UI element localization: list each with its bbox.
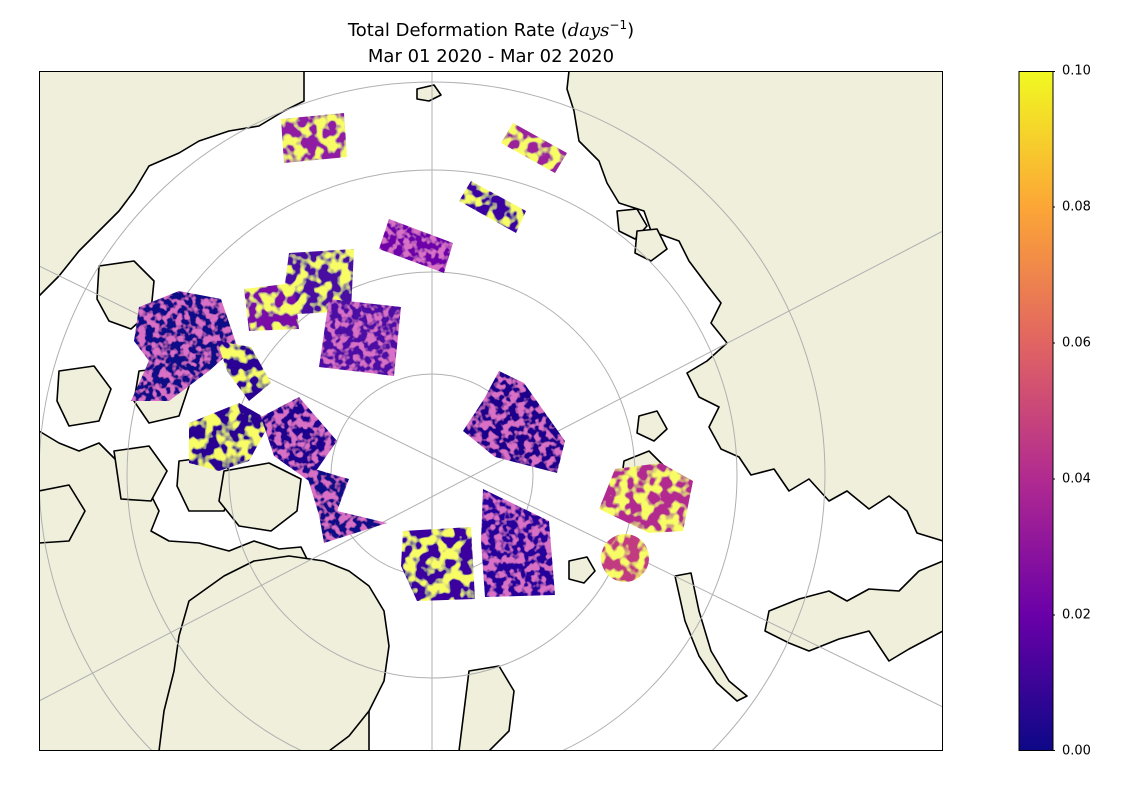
colorbar-tick-label: 0.04 [1062, 471, 1091, 487]
swath-3 [459, 181, 526, 233]
colorbar-gradient [1018, 71, 1054, 751]
colorbar-tick-label: 0.06 [1062, 335, 1091, 351]
swath-14 [481, 489, 555, 597]
swath-5 [281, 249, 354, 315]
swath-6 [244, 283, 299, 331]
swath-17 [601, 534, 649, 582]
land-greenland [158, 555, 390, 751]
title-unit-exponent: −1 [609, 18, 628, 32]
land-island-7 [39, 484, 86, 544]
colorbar-tick-label: 0.02 [1062, 607, 1091, 623]
swath-10 [189, 403, 271, 471]
land-scandinavia [458, 665, 515, 751]
swath-15 [401, 527, 475, 601]
land-svalbard-2 [636, 410, 668, 442]
deformation-swaths [131, 113, 693, 601]
land-island-3 [56, 365, 112, 427]
land-fjl [568, 556, 596, 584]
colorbar-tick-label: 0.10 [1062, 63, 1091, 79]
land-chukotka [764, 560, 943, 662]
land-novaya-zemlya [674, 572, 748, 702]
swath-2 [501, 123, 567, 173]
land-severnaya-2 [634, 228, 668, 262]
title-suffix: ) [627, 20, 635, 41]
swath-7 [319, 299, 401, 376]
land-wrangel [416, 84, 442, 102]
swath-13 [463, 371, 565, 473]
swath-12 [304, 466, 387, 543]
swath-1 [281, 113, 347, 163]
land-siberia [566, 71, 943, 542]
colorbar-tick-label: 0.08 [1062, 199, 1091, 215]
map-frame [39, 71, 943, 751]
swath-4 [379, 219, 453, 273]
swath-11 [261, 397, 337, 481]
land-ellesmere [218, 462, 302, 532]
land-alaska [39, 71, 305, 297]
swath-8 [131, 291, 237, 401]
chart-title-line1: Total Deformation Rate (days−1) [39, 18, 943, 41]
polar-map [39, 71, 943, 751]
swath-9 [217, 341, 271, 401]
title-unit: days [567, 20, 610, 41]
colorbar-tick-label: 0.00 [1062, 743, 1091, 759]
colorbar [1018, 71, 1055, 751]
chart-title-line2: Mar 01 2020 - Mar 02 2020 [367, 46, 615, 67]
title-prefix: Total Deformation Rate ( [347, 20, 568, 41]
graticule [39, 71, 943, 751]
swath-16 [599, 463, 693, 533]
meridian-b [39, 230, 943, 702]
